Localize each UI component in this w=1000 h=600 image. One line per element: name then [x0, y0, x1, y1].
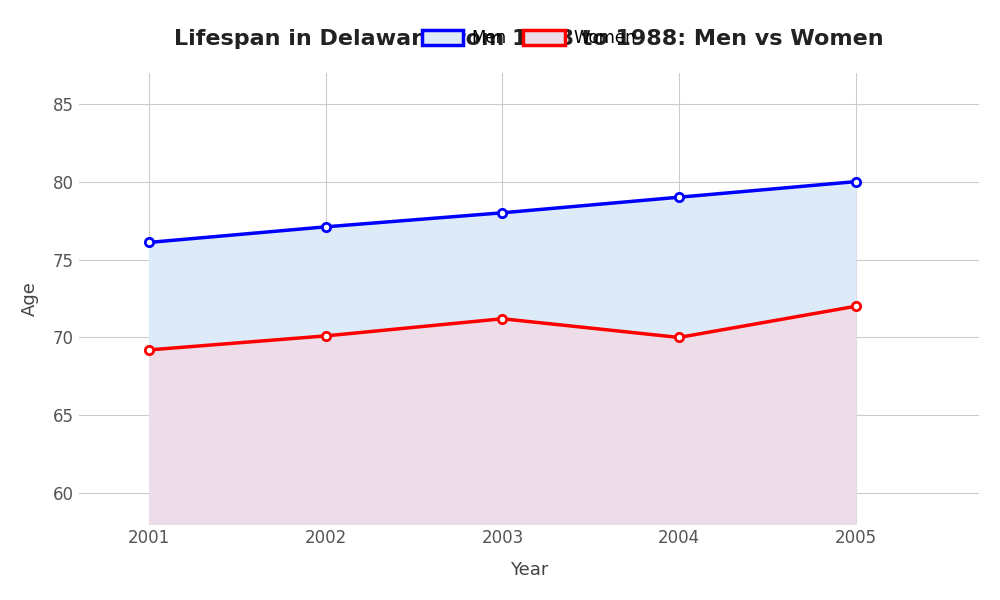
Legend: Men, Women: Men, Women [415, 22, 643, 53]
Line: Men: Men [145, 178, 860, 247]
Men [496, 209, 508, 217]
Women [673, 334, 685, 341]
Men [320, 223, 332, 230]
Women [850, 302, 862, 310]
Women [320, 332, 332, 340]
Men [850, 178, 862, 185]
X-axis label: Year: Year [510, 561, 548, 579]
Men [673, 194, 685, 201]
Men [143, 239, 155, 246]
Line: Women: Women [145, 302, 860, 354]
Women [143, 346, 155, 353]
Women [496, 315, 508, 322]
Y-axis label: Age: Age [21, 281, 39, 316]
Title: Lifespan in Delaware from 1968 to 1988: Men vs Women: Lifespan in Delaware from 1968 to 1988: … [174, 29, 884, 49]
